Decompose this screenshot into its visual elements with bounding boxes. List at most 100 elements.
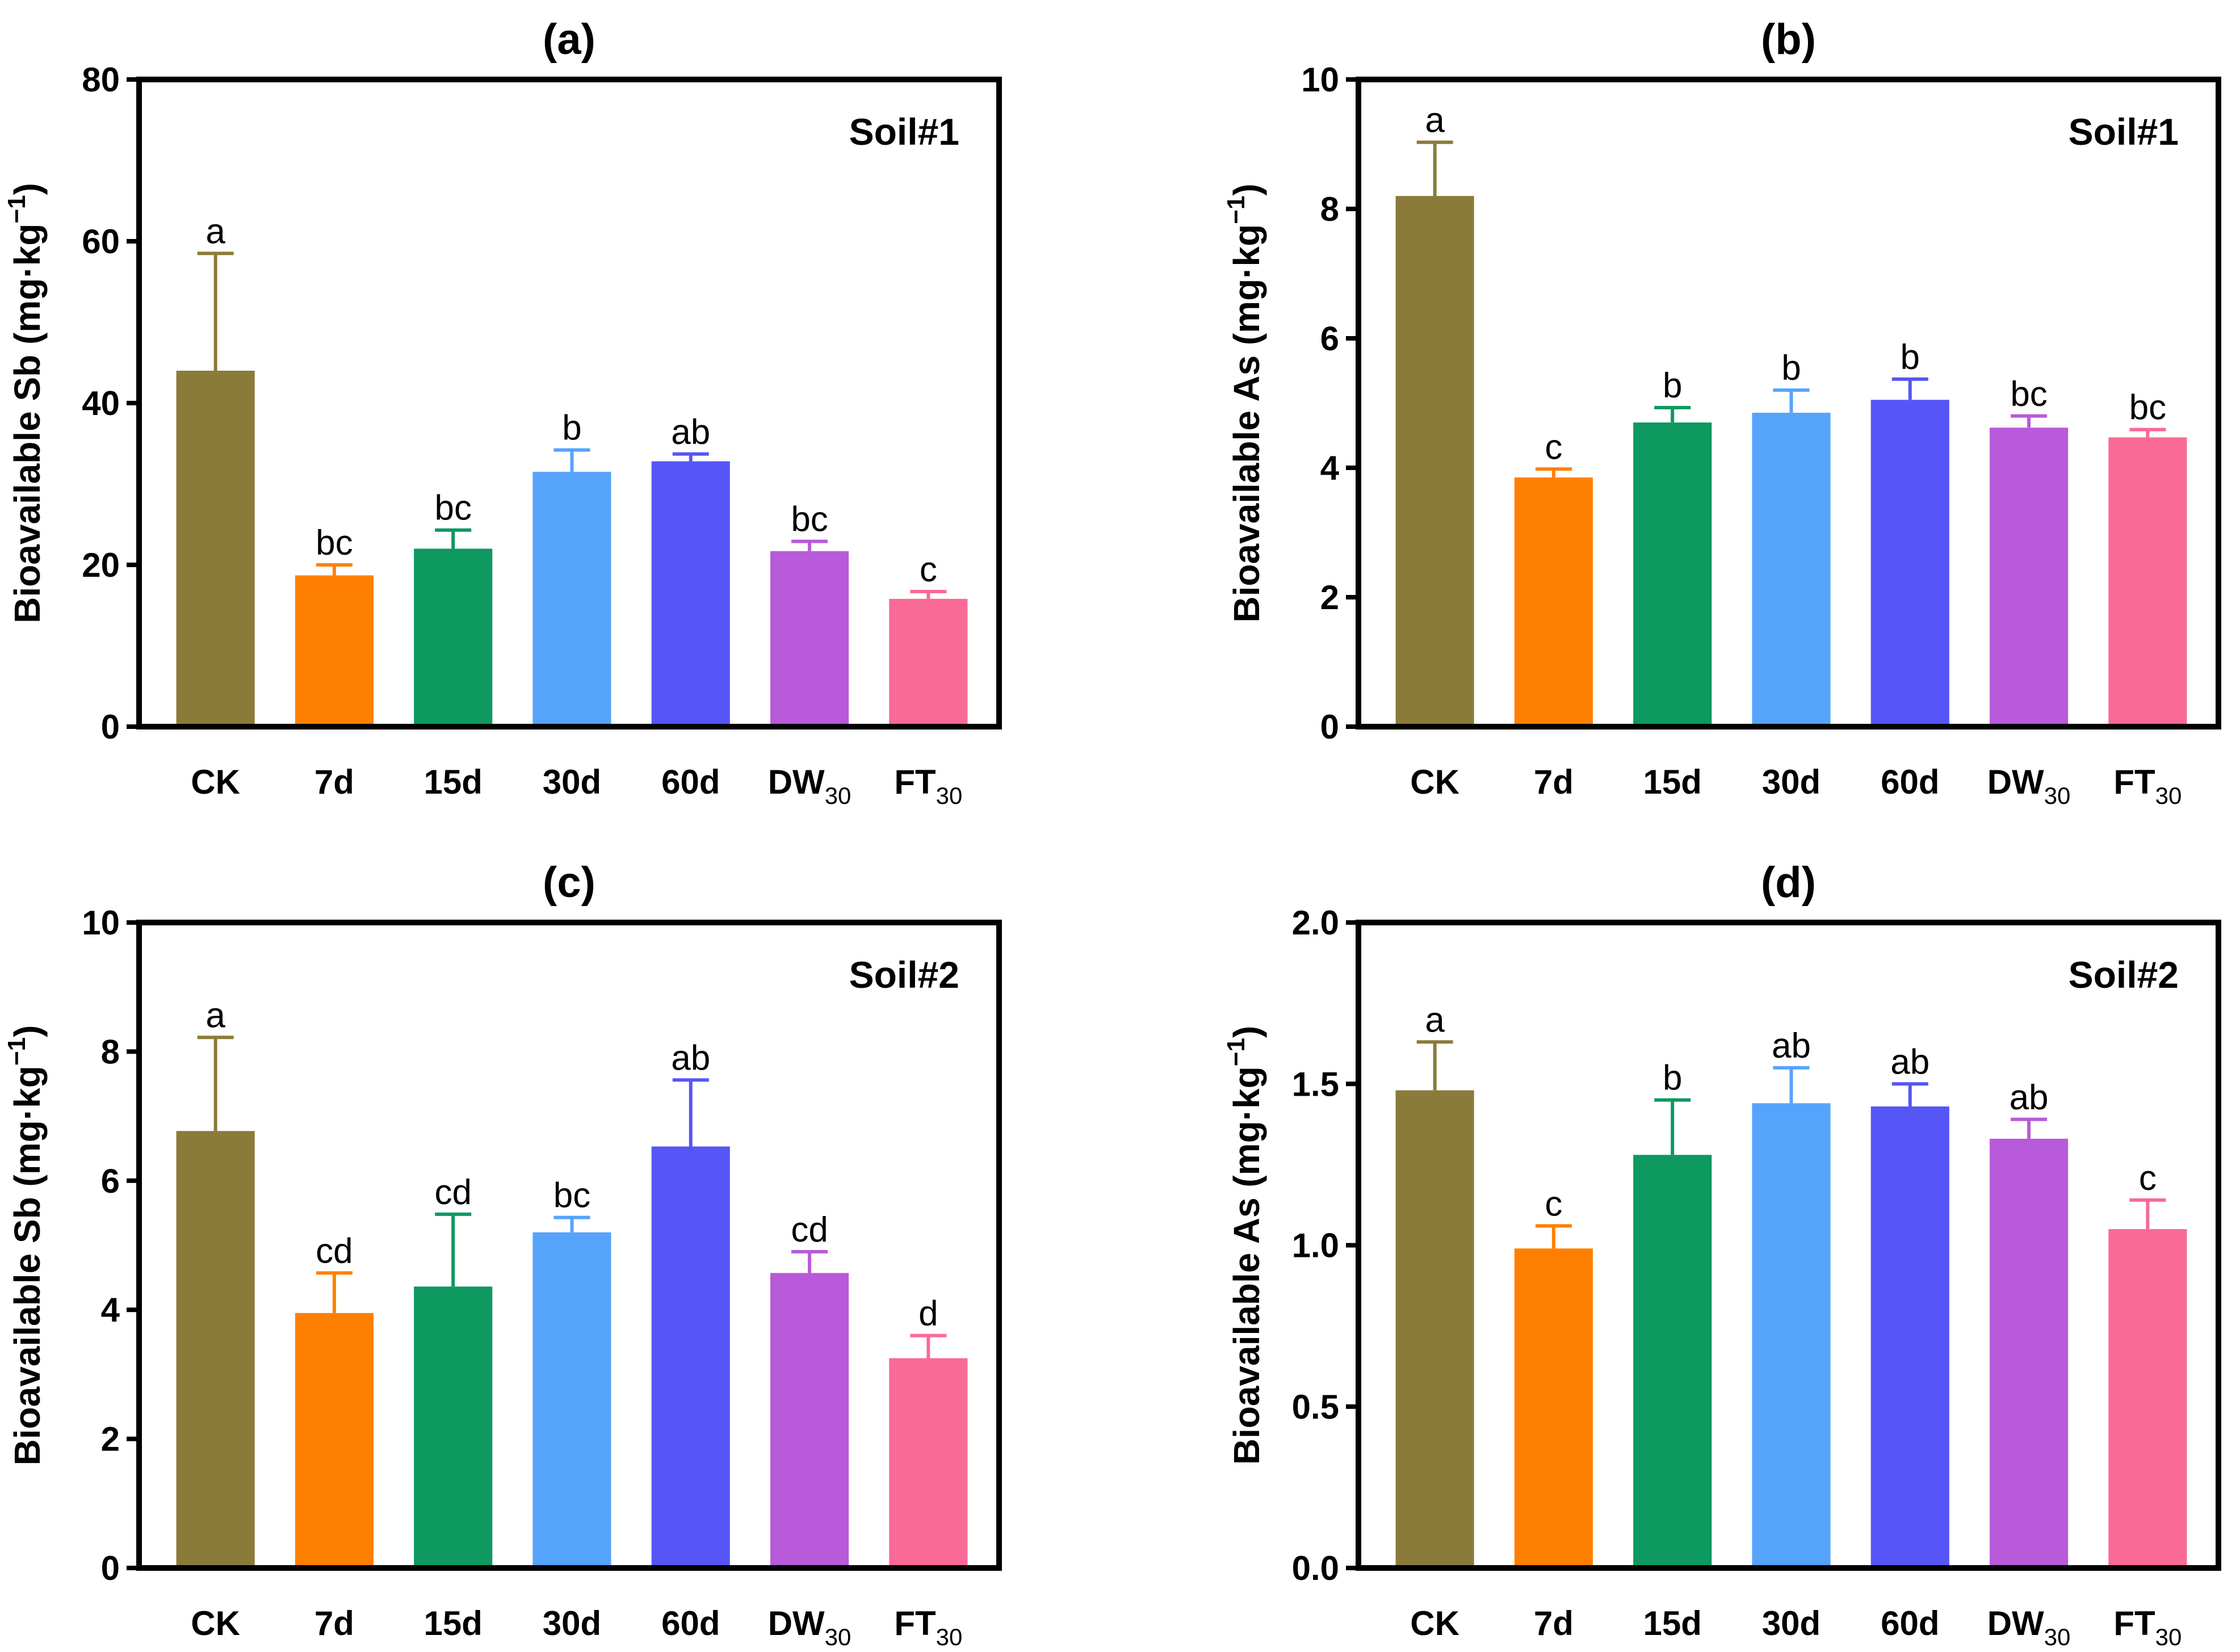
y-tick-label: 0 xyxy=(101,708,120,746)
significance-label: b xyxy=(1781,349,1801,388)
y-tick-label: 8 xyxy=(101,1033,120,1071)
bar-7d xyxy=(1514,1248,1593,1568)
category-label: DW30 xyxy=(768,1604,851,1650)
y-tick-label: 1.0 xyxy=(1292,1227,1339,1265)
bar-7d xyxy=(1514,477,1593,727)
bar-60d xyxy=(651,461,730,727)
y-tick-label: 20 xyxy=(82,546,120,584)
y-tick-label: 2 xyxy=(101,1420,120,1458)
significance-label: a xyxy=(205,212,225,251)
significance-label: bc xyxy=(316,523,353,563)
significance-label: b xyxy=(1901,338,1920,377)
bar-30d xyxy=(1752,1103,1831,1568)
chart-panel-c: (c) a CK cd 7d cd 15d bc 30d ab 60d cd DW30 d FT30 0 2 4 6… xyxy=(3,858,1002,1650)
bar-7d xyxy=(295,1313,374,1568)
significance-label: a xyxy=(1425,1000,1445,1039)
significance-label: d xyxy=(918,1294,938,1334)
category-label: 60d xyxy=(1881,1604,1939,1642)
chart-panel-b: (b) a CK c 7d b 15d b 30d b 60d bc DW30 bc FT30 0 2 4 6 8 10… xyxy=(1222,15,2221,809)
y-axis-title: Bioavailable Sb (mg·kg−1) xyxy=(3,183,48,623)
significance-label: b xyxy=(1663,1059,1682,1098)
y-axis-title: Bioavailable Sb (mg·kg−1) xyxy=(3,1025,48,1466)
bar-ck xyxy=(176,371,255,727)
bar-ft xyxy=(889,1358,968,1568)
significance-label: cd xyxy=(316,1231,353,1271)
category-label: 30d xyxy=(1762,1604,1820,1642)
category-label: 15d xyxy=(1643,1604,1702,1642)
significance-label: bc xyxy=(791,500,828,539)
bar-dw xyxy=(770,551,849,727)
category-label: 7d xyxy=(314,1604,354,1642)
soil-label: Soil#2 xyxy=(2069,954,2179,996)
category-label: 30d xyxy=(543,1604,601,1642)
category-label: FT30 xyxy=(2113,763,2182,809)
significance-label: ab xyxy=(2010,1078,2049,1117)
category-label: 7d xyxy=(1534,1604,1574,1642)
category-label: 60d xyxy=(661,763,720,801)
y-tick-label: 80 xyxy=(82,61,120,99)
category-label: 60d xyxy=(1881,763,1939,801)
y-tick-label: 6 xyxy=(101,1162,120,1200)
y-tick-label: 6 xyxy=(1320,320,1339,358)
significance-label: c xyxy=(1545,1184,1562,1223)
bar-ck xyxy=(1395,1090,1474,1568)
category-label: 15d xyxy=(424,1604,483,1642)
chart-panel-d: (d) a CK c 7d b 15d ab 30d ab 60d ab DW30 c FT30 0.0 0.5… xyxy=(1222,858,2221,1650)
significance-label: a xyxy=(205,996,225,1035)
category-label: 7d xyxy=(1534,763,1574,801)
bar-ft xyxy=(2108,1229,2187,1568)
category-label: CK xyxy=(191,763,240,801)
y-tick-label: 4 xyxy=(101,1291,120,1329)
category-label: 15d xyxy=(424,763,483,801)
bar-15d xyxy=(1633,1155,1712,1568)
plot-frame xyxy=(136,920,1002,1571)
bar-15d xyxy=(414,548,493,727)
y-tick-label: 0.5 xyxy=(1292,1388,1339,1426)
significance-label: bc xyxy=(2129,388,2166,427)
bar-7d xyxy=(295,575,374,727)
category-label: FT30 xyxy=(2113,1604,2182,1650)
category-label: 30d xyxy=(1762,763,1820,801)
bar-dw xyxy=(1990,1138,2069,1568)
soil-label: Soil#1 xyxy=(849,111,959,153)
category-label: 15d xyxy=(1643,763,1702,801)
y-tick-label: 40 xyxy=(82,384,120,422)
category-label: DW30 xyxy=(1987,1604,2071,1650)
significance-label: bc xyxy=(434,489,471,528)
panel-title: (b) xyxy=(1761,15,1816,64)
significance-label: b xyxy=(1663,366,1682,405)
y-tick-label: 0 xyxy=(1320,708,1339,746)
bar-ck xyxy=(176,1131,255,1568)
y-axis-title: Bioavailable As (mg·kg−1) xyxy=(1222,1026,1267,1465)
significance-label: bc xyxy=(553,1176,590,1215)
category-label: CK xyxy=(1410,1604,1459,1642)
category-label: 60d xyxy=(661,1604,720,1642)
significance-label: c xyxy=(920,550,937,589)
significance-label: a xyxy=(1425,101,1445,140)
y-tick-label: 8 xyxy=(1320,190,1339,228)
significance-label: c xyxy=(2139,1159,2157,1198)
y-tick-label: 0.0 xyxy=(1292,1549,1339,1587)
y-tick-label: 2 xyxy=(1320,578,1339,617)
bar-15d xyxy=(1633,422,1712,727)
bar-ft xyxy=(2108,437,2187,727)
bar-60d xyxy=(1870,400,1949,727)
y-tick-label: 0 xyxy=(101,1549,120,1587)
bar-ft xyxy=(889,598,968,727)
panel-title: (a) xyxy=(543,15,595,64)
bar-60d xyxy=(1870,1106,1949,1568)
bar-dw xyxy=(770,1273,849,1568)
y-tick-label: 4 xyxy=(1320,449,1340,487)
panel-title: (d) xyxy=(1761,858,1816,907)
category-label: 30d xyxy=(543,763,601,801)
bar-ck xyxy=(1395,196,1474,727)
y-tick-label: 2.0 xyxy=(1292,904,1339,942)
category-label: 7d xyxy=(314,763,354,801)
category-label: FT30 xyxy=(894,763,962,809)
panel-title: (c) xyxy=(543,858,595,907)
category-label: DW30 xyxy=(768,763,851,809)
y-tick-label: 1.5 xyxy=(1292,1065,1339,1103)
significance-label: ab xyxy=(1772,1026,1811,1066)
significance-label: c xyxy=(1545,427,1562,467)
significance-label: ab xyxy=(671,413,710,452)
